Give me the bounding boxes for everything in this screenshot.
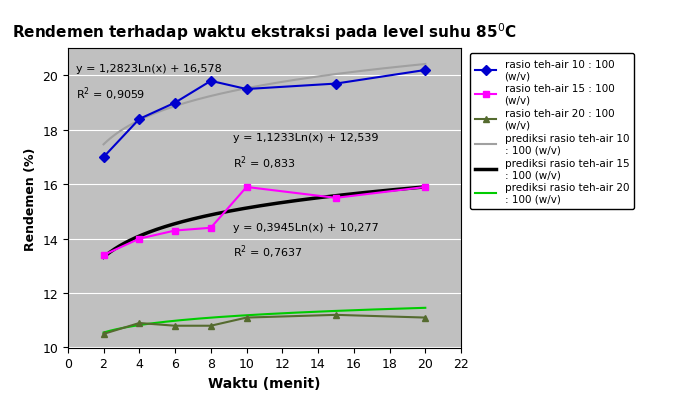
Text: R$^2$ = 0,833: R$^2$ = 0,833 [233,153,296,171]
Legend: rasio teh-air 10 : 100
(w/v), rasio teh-air 15 : 100
(w/v), rasio teh-air 20 : 1: rasio teh-air 10 : 100 (w/v), rasio teh-… [470,54,635,209]
X-axis label: Waktu (menit): Waktu (menit) [208,376,321,390]
Text: y = 1,1233Ln(x) + 12,539: y = 1,1233Ln(x) + 12,539 [233,133,378,143]
Text: R$^2$ = 0,7637: R$^2$ = 0,7637 [233,243,302,261]
Title: Rendemen terhadap waktu ekstraksi pada level suhu 85$^0$C: Rendemen terhadap waktu ekstraksi pada l… [12,21,517,43]
Text: y = 1,2823Ln(x) + 16,578: y = 1,2823Ln(x) + 16,578 [76,64,222,74]
Y-axis label: Rendemen (%): Rendemen (%) [24,147,37,250]
Text: R$^2$ = 0,9059: R$^2$ = 0,9059 [76,85,144,103]
Text: y = 0,3945Ln(x) + 10,277: y = 0,3945Ln(x) + 10,277 [233,222,379,232]
